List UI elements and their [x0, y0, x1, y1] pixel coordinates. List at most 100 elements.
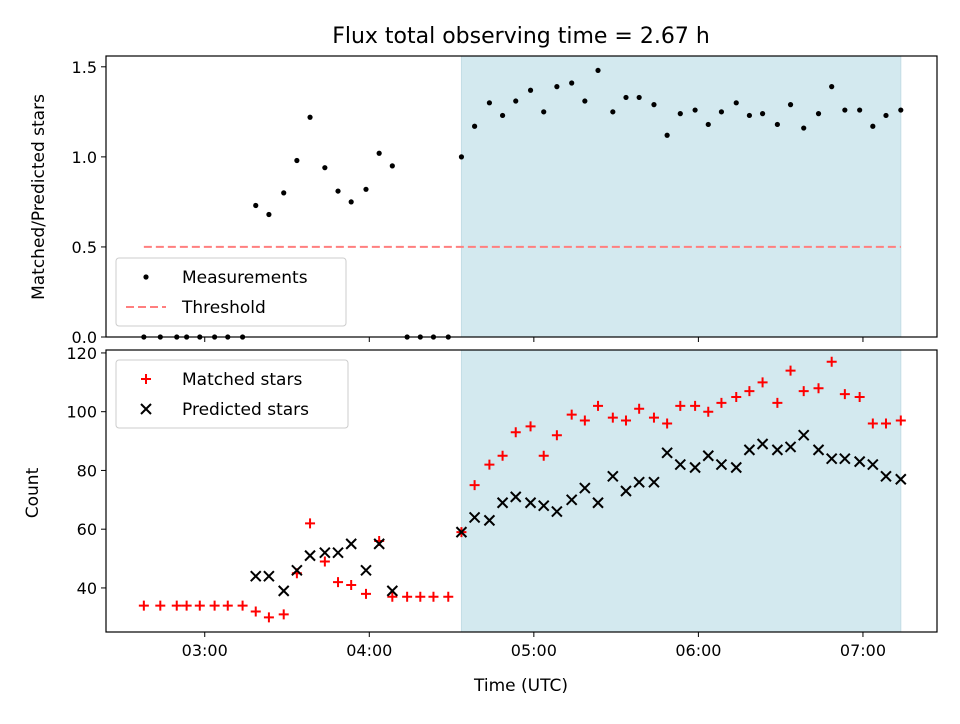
data-point	[677, 111, 683, 117]
data-point	[812, 444, 825, 456]
x-tick-label: 07:00	[840, 641, 886, 660]
x-tick-label: 04:00	[346, 641, 392, 660]
y-tick-label: 100	[66, 403, 97, 422]
legend-label: Measurements	[182, 268, 308, 288]
data-point	[468, 511, 481, 524]
data-point	[305, 518, 316, 529]
data-point	[592, 497, 604, 509]
data-point	[263, 612, 274, 623]
data-point	[759, 111, 766, 117]
y-tick-label: 60	[77, 520, 97, 539]
data-point	[569, 80, 575, 86]
data-point	[171, 600, 182, 611]
data-point	[815, 111, 822, 117]
data-point	[883, 112, 889, 119]
data-point	[415, 591, 426, 602]
data-point	[250, 570, 262, 582]
data-point	[541, 109, 547, 115]
y-tick-label: 1.0	[72, 148, 97, 167]
data-point	[853, 455, 866, 468]
data-point	[895, 415, 906, 426]
data-point	[825, 452, 838, 465]
data-point	[304, 549, 316, 562]
data-point	[554, 84, 560, 90]
data-point	[291, 564, 303, 577]
data-point	[867, 458, 879, 471]
panel-ratio: 0.0 0.5 1.0 1.5 Measurements Threshold	[72, 55, 938, 347]
data-point	[675, 400, 686, 411]
data-point	[582, 98, 588, 104]
data-point	[486, 100, 493, 106]
data-point	[458, 154, 465, 160]
data-point	[551, 505, 563, 518]
data-point	[222, 600, 233, 611]
data-point	[469, 480, 480, 491]
data-point	[674, 458, 687, 471]
data-point	[266, 211, 272, 218]
data-point	[333, 577, 344, 588]
legend-swatch-dot	[143, 274, 149, 280]
data-point	[263, 570, 275, 582]
data-point	[319, 556, 330, 567]
legend-label: Threshold	[181, 298, 266, 318]
data-point	[730, 461, 742, 474]
data-point	[250, 606, 261, 617]
data-point	[771, 444, 784, 456]
data-point	[524, 497, 537, 509]
y-axis-label-ratio: Matched/Predicted stars	[29, 94, 49, 300]
data-point	[307, 114, 313, 120]
data-point	[731, 392, 742, 402]
data-point	[472, 123, 478, 129]
data-point	[138, 600, 149, 611]
data-point	[579, 415, 590, 426]
data-point	[880, 418, 891, 429]
data-point	[253, 202, 259, 209]
data-point	[363, 186, 369, 192]
data-point	[360, 588, 371, 599]
data-point	[387, 591, 398, 602]
data-point	[880, 470, 892, 483]
data-point	[579, 482, 591, 494]
legend-label: Matched stars	[182, 370, 302, 390]
data-point	[346, 580, 357, 590]
data-point	[633, 476, 645, 488]
data-point	[716, 397, 727, 408]
data-point	[484, 459, 495, 470]
data-point	[733, 100, 739, 106]
series-predicted-stars	[250, 429, 907, 597]
data-point	[496, 497, 509, 509]
data-point	[692, 107, 698, 113]
data-point	[428, 591, 439, 602]
data-point	[595, 67, 601, 74]
legend: Measurements Threshold	[115, 257, 347, 327]
data-point	[772, 397, 783, 408]
y-tick-label: 0.0	[72, 328, 97, 347]
axes-frame	[105, 349, 938, 633]
legend-swatch-plus	[141, 374, 151, 384]
data-point	[636, 94, 642, 101]
data-point	[483, 514, 496, 527]
axes-frame	[105, 55, 938, 338]
panel-count: 40 60 80 100 120 03:00 04:00 05:00 06:00 07:00 Mat…	[66, 344, 938, 660]
data-point	[857, 107, 863, 113]
data-point	[839, 389, 850, 400]
data-point	[620, 415, 631, 426]
data-point	[348, 199, 354, 205]
data-point	[499, 112, 506, 119]
data-point	[278, 585, 290, 597]
legend: Matched stars Predicted stars	[115, 359, 349, 429]
data-point	[718, 109, 725, 115]
data-point	[360, 564, 372, 577]
data-point	[332, 546, 344, 559]
data-point	[376, 150, 382, 156]
data-point	[648, 476, 660, 488]
data-point	[593, 400, 604, 411]
data-point	[798, 429, 810, 441]
data-point	[798, 386, 809, 397]
data-point	[715, 458, 728, 471]
data-point	[402, 591, 413, 602]
data-point	[898, 107, 904, 113]
data-point	[743, 444, 756, 456]
data-point	[702, 450, 714, 462]
x-tick-label: 05:00	[511, 641, 557, 660]
